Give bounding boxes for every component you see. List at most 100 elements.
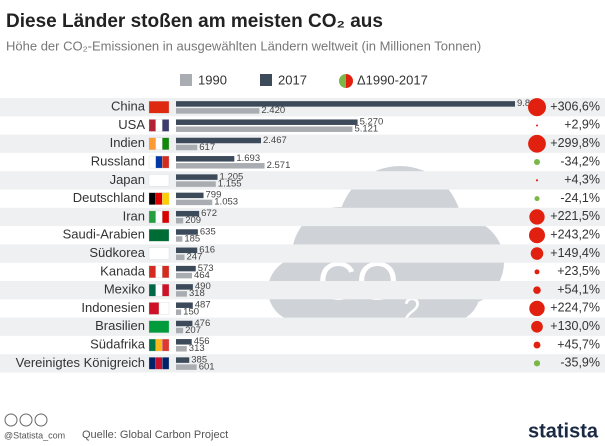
value-label: 207 — [185, 325, 201, 336]
bar — [176, 108, 260, 114]
change-dot — [533, 360, 541, 367]
bar — [176, 181, 216, 187]
change-label: +243,2% — [550, 228, 600, 242]
flag — [155, 192, 163, 205]
flag — [162, 155, 170, 169]
value-label: 209 — [185, 215, 201, 226]
bar — [176, 309, 182, 315]
change-label: +45,7% — [557, 337, 600, 351]
flag — [162, 357, 170, 370]
change-dot — [536, 124, 538, 127]
legend-label: 2017 — [278, 72, 307, 87]
category-label: China — [111, 99, 146, 114]
change-label: +149,4% — [550, 246, 600, 260]
change-label: +2,9% — [564, 118, 600, 132]
legend-swatch — [180, 74, 192, 86]
value-label: 150 — [183, 306, 199, 317]
flag — [162, 192, 170, 205]
value-label: 1.205 — [220, 171, 244, 182]
category-label: Indonesien — [81, 300, 145, 315]
bar — [176, 357, 190, 363]
flag — [148, 174, 170, 187]
bar — [176, 229, 198, 235]
flag — [155, 210, 163, 224]
bar — [176, 284, 193, 290]
value-label: 476 — [194, 318, 210, 329]
change-dot — [528, 134, 546, 153]
flag — [155, 357, 163, 370]
value-label: 799 — [206, 190, 222, 201]
footer-source: Quelle: Global Carbon Project — [82, 429, 228, 441]
bar — [176, 163, 265, 169]
flag — [148, 283, 156, 297]
legend-swatch — [260, 74, 272, 86]
flag — [158, 302, 170, 315]
change-dot — [531, 320, 543, 333]
bar — [176, 291, 187, 297]
legend-label: Δ1990-2017 — [357, 72, 428, 87]
bar — [176, 126, 353, 132]
value-label: 185 — [184, 233, 200, 244]
cc-icons — [4, 413, 48, 427]
category-label: Vereinigtes Königreich — [16, 355, 145, 370]
value-label: 2.467 — [263, 135, 287, 146]
row-band — [0, 98, 605, 117]
bar — [176, 254, 185, 261]
bar — [176, 302, 193, 308]
bar — [176, 265, 196, 272]
flag — [155, 265, 163, 279]
value-label: 1.693 — [236, 153, 260, 164]
value-label: 1.155 — [218, 178, 242, 189]
value-label: 487 — [195, 299, 211, 310]
change-dot — [528, 98, 546, 117]
change-label: +224,7% — [550, 301, 600, 315]
change-dot — [529, 209, 545, 225]
bar — [176, 210, 200, 217]
change-dot — [535, 179, 539, 182]
flag — [148, 155, 156, 169]
change-dot — [528, 227, 546, 244]
change-label: +130,0% — [550, 319, 600, 333]
flag — [155, 283, 163, 297]
value-label: 318 — [189, 288, 205, 299]
bar — [176, 247, 198, 254]
bar — [176, 119, 358, 125]
bar — [176, 320, 193, 327]
bar — [176, 137, 261, 144]
change-dot — [533, 341, 541, 349]
flag — [148, 320, 170, 333]
legend-swatch — [346, 74, 353, 88]
category-label: Südafrika — [90, 336, 146, 351]
value-label: 247 — [187, 252, 203, 263]
legend-swatch — [339, 74, 346, 88]
category-label: Indien — [110, 135, 145, 150]
flag — [148, 302, 160, 315]
change-label: -35,9% — [560, 356, 600, 370]
value-label: 672 — [201, 208, 217, 219]
change-label: +221,5% — [550, 209, 600, 223]
category-label: Mexiko — [104, 282, 145, 297]
category-label: Japan — [110, 172, 145, 187]
value-label: 5.270 — [360, 116, 384, 127]
category-label: Südkorea — [89, 245, 145, 260]
value-label: 5.121 — [354, 123, 378, 134]
flag — [155, 338, 163, 352]
chart-title: Diese Länder stoßen am meisten CO₂ aus — [6, 11, 383, 32]
flag — [155, 119, 163, 132]
bar — [176, 346, 187, 352]
flag — [148, 101, 170, 114]
value-label: 2.571 — [267, 160, 291, 171]
value-label: 464 — [194, 270, 210, 281]
value-label: 616 — [199, 245, 215, 256]
value-label: 490 — [195, 281, 211, 292]
bar — [176, 272, 192, 279]
value-label: 617 — [199, 142, 215, 153]
value-label: 385 — [191, 354, 207, 365]
category-label: Iran — [123, 208, 145, 223]
bar — [176, 339, 192, 345]
row-band — [0, 134, 605, 153]
change-label: +299,8% — [550, 136, 600, 150]
bar — [176, 236, 183, 242]
legend-label: 1990 — [198, 72, 227, 87]
